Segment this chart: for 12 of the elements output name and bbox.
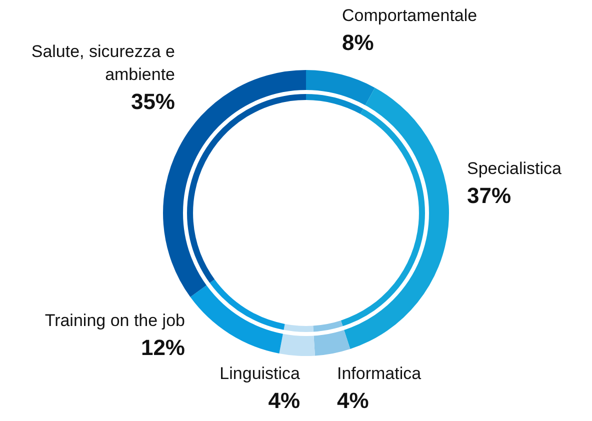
slice-label: Training on the job: [44, 311, 185, 330]
slice-label: Informatica: [337, 364, 422, 384]
slice-label: Linguistica: [220, 364, 301, 384]
data-label: 4%: [337, 388, 369, 414]
data-label: 37%: [467, 183, 512, 208]
slice-label: Salute, sicurezza e ambiente: [31, 42, 175, 84]
data-label: 4%: [268, 388, 300, 414]
slice-label: Specialistica: [467, 159, 562, 178]
slice-label: Comportamentale: [342, 6, 478, 26]
data-label: 8%: [342, 30, 374, 56]
data-label: 35%: [130, 89, 175, 114]
data-label: 12%: [140, 335, 185, 360]
